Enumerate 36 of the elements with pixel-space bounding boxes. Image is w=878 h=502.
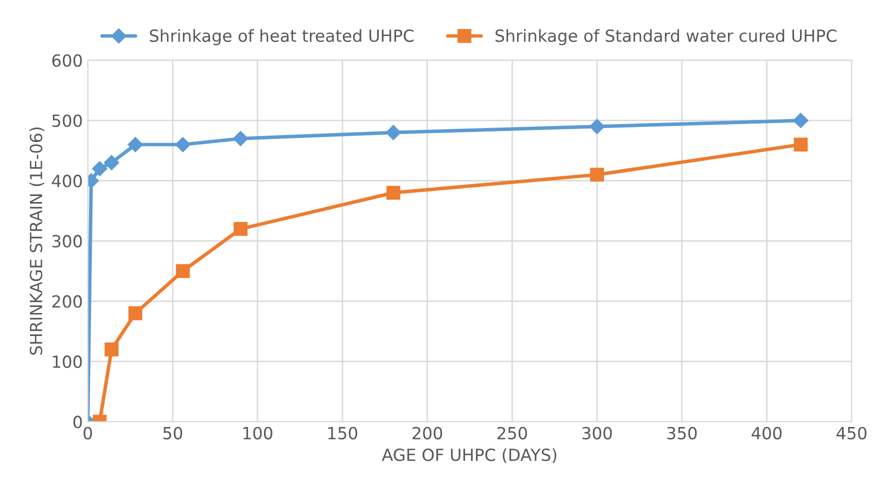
point bbox=[104, 155, 120, 170]
point bbox=[104, 342, 119, 356]
legend-label: Shrinkage of Standard water cured UHPC bbox=[496, 29, 836, 46]
x-tick-label: 200 bbox=[412, 426, 442, 440]
point bbox=[175, 137, 190, 152]
x-tick-label: 300 bbox=[582, 426, 612, 440]
y-tick-label: 400 bbox=[52, 174, 82, 188]
y-axis-title: SHRINKAGE STRAIN (1E-06) bbox=[29, 128, 44, 355]
legend-label: Shrinkage of heat treated UHPC bbox=[150, 29, 414, 46]
x-tick-label: 150 bbox=[328, 426, 358, 440]
point bbox=[176, 264, 190, 278]
point bbox=[92, 161, 108, 176]
point bbox=[234, 222, 248, 236]
point bbox=[589, 118, 605, 134]
x-axis-title: AGE OF UHPC (DAYS) bbox=[382, 448, 556, 464]
x-tick-label: 400 bbox=[752, 426, 782, 440]
x-tick-label: 0 bbox=[84, 426, 92, 440]
y-tick-label: 0 bbox=[73, 416, 82, 428]
x-tick-label: 50 bbox=[163, 426, 182, 440]
point bbox=[128, 306, 142, 320]
x-tick-label: 250 bbox=[497, 426, 527, 440]
point bbox=[793, 112, 808, 128]
x-tick-label: 100 bbox=[243, 426, 272, 440]
point bbox=[794, 138, 808, 152]
x-tick-label: 350 bbox=[667, 426, 697, 440]
y-tick-label: 500 bbox=[52, 114, 82, 128]
point bbox=[386, 124, 401, 140]
x-tick-label: 450 bbox=[836, 426, 866, 440]
y-tick-label: 200 bbox=[52, 295, 82, 308]
y-tick-label: 300 bbox=[52, 234, 82, 248]
point bbox=[590, 168, 604, 182]
point bbox=[386, 186, 400, 200]
y-tick-label: 600 bbox=[52, 54, 82, 67]
point bbox=[128, 137, 143, 152]
point bbox=[233, 130, 248, 146]
y-tick-label: 100 bbox=[52, 355, 82, 368]
